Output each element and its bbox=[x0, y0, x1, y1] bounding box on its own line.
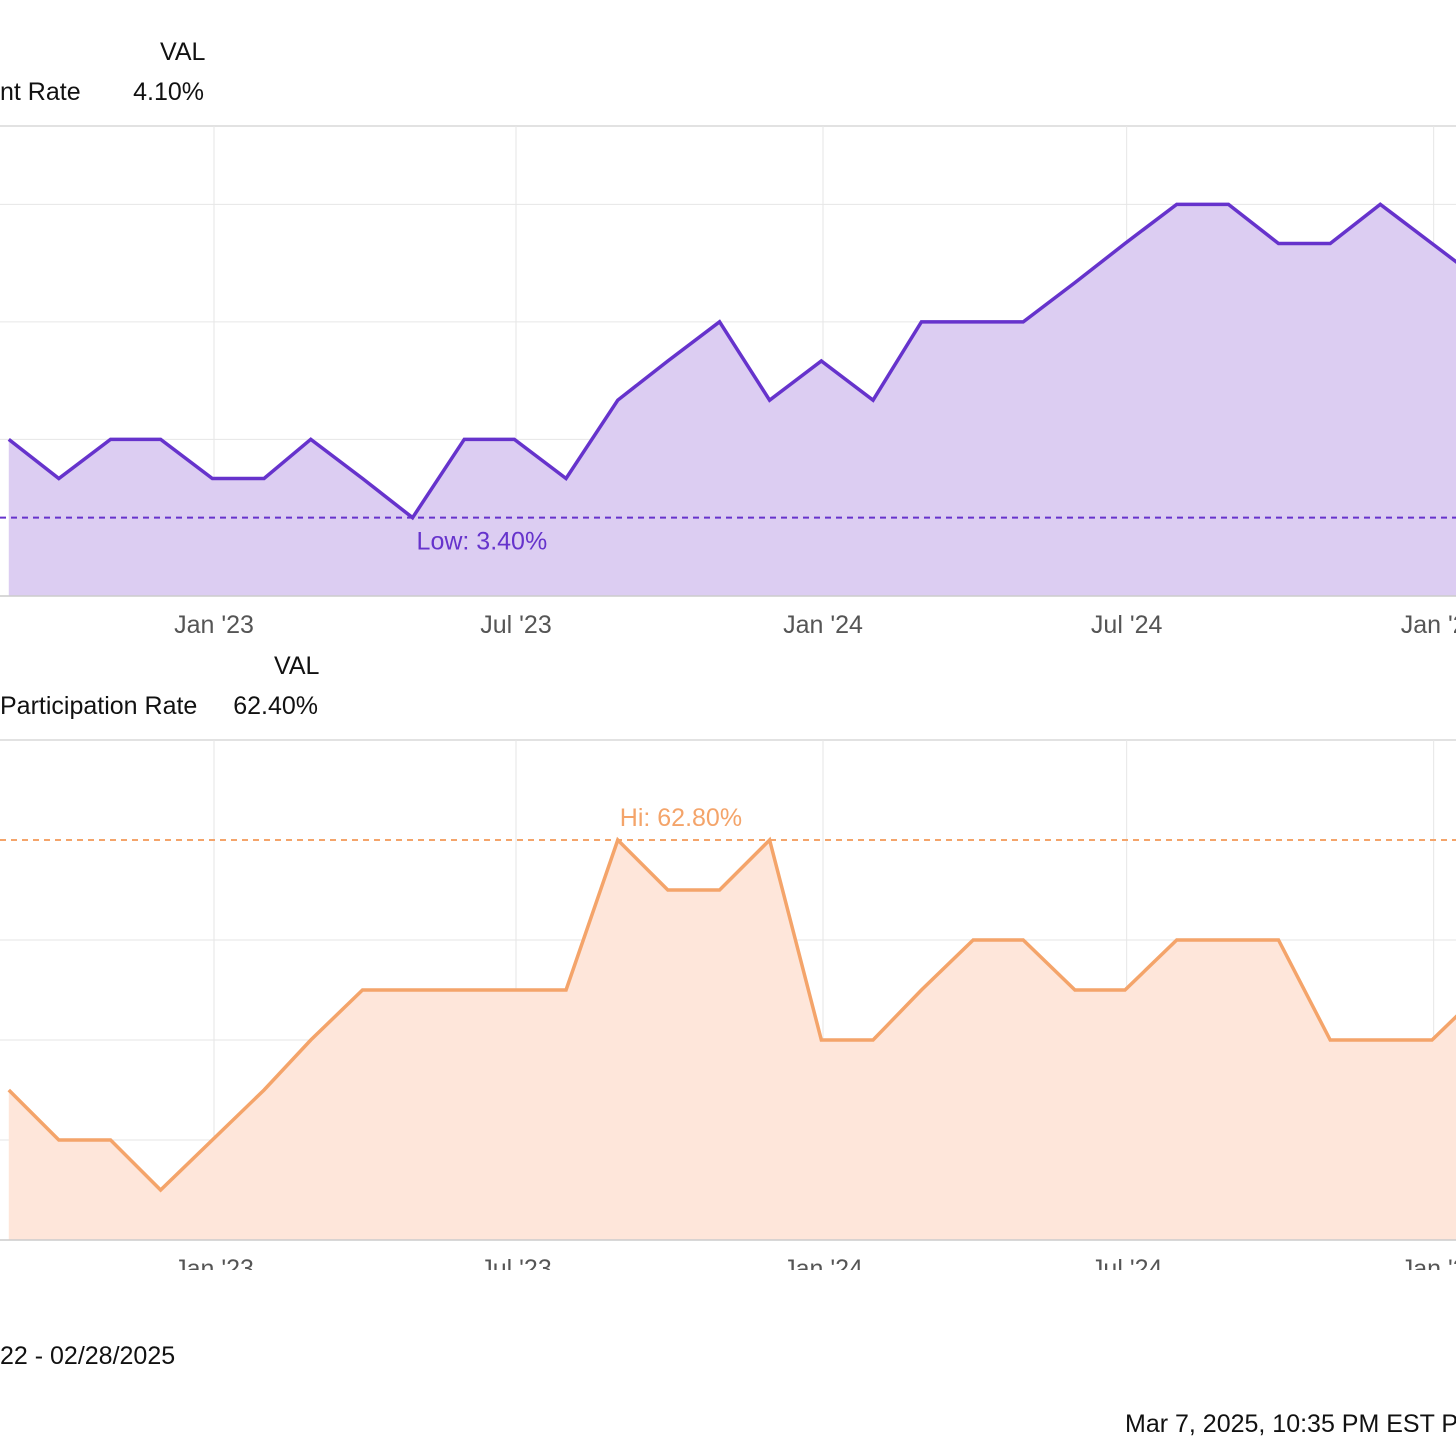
bottom-legend-value: 62.40% bbox=[233, 692, 318, 720]
x-tick-label: Jul '23 bbox=[480, 611, 551, 639]
x-tick-label: Jan '2 bbox=[1401, 611, 1456, 639]
timestamp-label: Mar 7, 2025, 10:35 PM EST Powe bbox=[1125, 1410, 1456, 1438]
top-legend-value: 4.10% bbox=[133, 78, 204, 106]
series-area bbox=[8, 840, 1456, 1240]
unemployment-rate-chart: Jan '23 Jul '23 Jan '24 Jul '24 Jan '2 Low: 3… bbox=[0, 125, 1456, 639]
x-tick-label: Jan '2 bbox=[1401, 1255, 1456, 1270]
participation-rate-chart: Jan '23 Jul '23 Jan '24 Jul '24 Jan '2 Hi: 62… bbox=[0, 739, 1456, 1270]
x-tick-label: Jan '24 bbox=[783, 611, 863, 639]
date-range-label: 22 - 02/28/2025 bbox=[0, 1342, 176, 1370]
x-tick-label: Jan '23 bbox=[174, 1255, 254, 1270]
series-line bbox=[7, 202, 1456, 521]
top-legend-header: VAL bbox=[160, 38, 206, 66]
series-line bbox=[7, 836, 1456, 1193]
x-tick-label: Jul '23 bbox=[480, 1255, 551, 1270]
x-tick-label: Jul '24 bbox=[1091, 611, 1163, 639]
reference-line-label: Low: 3.40% bbox=[417, 528, 548, 556]
x-tick-label: Jan '23 bbox=[174, 611, 254, 639]
reference-line-label: Hi: 62.80% bbox=[620, 804, 742, 832]
bottom-legend-series-label: Participation Rate bbox=[0, 692, 198, 720]
x-tick-label: Jul '24 bbox=[1091, 1255, 1163, 1270]
series-area bbox=[8, 204, 1456, 596]
x-tick-label: Jan '24 bbox=[783, 1255, 863, 1270]
top-legend-series-label: nt Rate bbox=[0, 78, 81, 106]
bottom-legend-header: VAL bbox=[274, 652, 320, 680]
